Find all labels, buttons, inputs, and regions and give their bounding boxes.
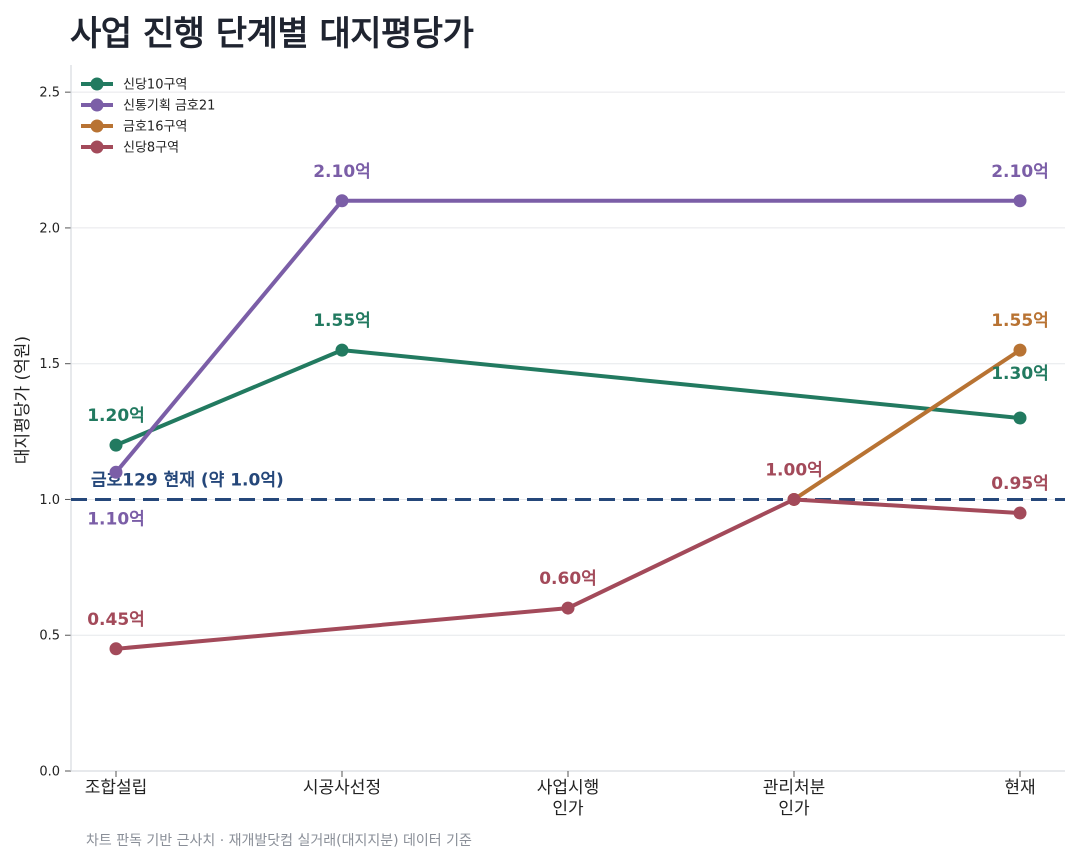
y-tick-label: 2.0 — [39, 221, 60, 236]
legend-marker — [90, 140, 104, 154]
data-point — [1013, 194, 1027, 208]
series-line — [792, 348, 1022, 502]
legend-label: 신당8구역 — [123, 141, 179, 156]
data-point — [1013, 411, 1027, 425]
data-point — [335, 343, 349, 357]
y-tick-label: 1.0 — [39, 493, 60, 508]
data-label: 1.00억 — [765, 460, 823, 480]
chart-title: 사업 진행 단계별 대지평당가 — [70, 14, 474, 54]
legend-label: 금호16구역 — [123, 120, 187, 135]
series-line — [114, 348, 1022, 448]
data-point — [109, 642, 123, 656]
data-label: 1.55억 — [991, 311, 1049, 331]
data-label: 0.95억 — [991, 474, 1049, 494]
data-label: 1.10억 — [87, 509, 145, 529]
data-point — [787, 492, 801, 506]
data-point — [561, 601, 575, 615]
data-point — [109, 465, 123, 479]
x-tick-label: 사업시행 인가 — [537, 778, 600, 819]
data-label: 2.10억 — [991, 162, 1049, 182]
data-point — [1013, 343, 1027, 357]
x-tick-label: 시공사선정 — [303, 778, 381, 798]
legend-marker — [90, 77, 104, 91]
data-label: 0.60억 — [539, 569, 597, 589]
data-point — [335, 194, 349, 208]
x-tick-label: 현재 — [1004, 778, 1035, 798]
y-tick-label: 1.5 — [39, 357, 60, 372]
legend-label: 신통기획 금호21 — [123, 99, 215, 114]
axes: 0.0 0.5 1.0 1.5 2.0 2.5 조합설립 시공사선정 사업시행 인가 관리처분 인가 현… — [13, 65, 1065, 819]
reference-line-group: 금호129 현재 (약 1.0억) — [71, 469, 1065, 501]
legend-marker — [90, 119, 104, 133]
x-tick-label: 조합설립 — [85, 778, 148, 798]
data-label: 1.30억 — [991, 364, 1049, 384]
data-label: 0.45억 — [87, 610, 145, 630]
data-label: 2.10억 — [313, 162, 371, 182]
series-line — [114, 497, 1022, 651]
data-point — [1013, 506, 1027, 520]
y-tick-label: 2.5 — [39, 86, 60, 101]
grid-lines — [71, 91, 1065, 636]
data-labels: 1.20억 1.55억 1.30억 1.10억 2.10억 2.10억 1.55억 0.45억… — [87, 162, 1049, 630]
data-label: 1.55억 — [313, 311, 371, 331]
data-point — [109, 438, 123, 452]
x-tick-label: 관리처분 인가 — [763, 778, 826, 819]
y-tick-label: 0.0 — [39, 765, 60, 780]
y-tick-label: 0.5 — [39, 629, 60, 644]
reference-line-label: 금호129 현재 (약 1.0억) — [91, 469, 284, 490]
y-axis-label: 대지평당가 (억원) — [13, 336, 33, 464]
series-line — [114, 198, 1022, 475]
legend-marker — [90, 98, 104, 112]
source-note: 차트 판독 기반 근사치 · 재개발닷컴 실거래(대지지분) 데이터 기준 — [86, 833, 472, 849]
data-label: 1.20억 — [87, 406, 145, 426]
legend-label: 신당10구역 — [123, 78, 187, 93]
series-lines — [109, 194, 1027, 656]
